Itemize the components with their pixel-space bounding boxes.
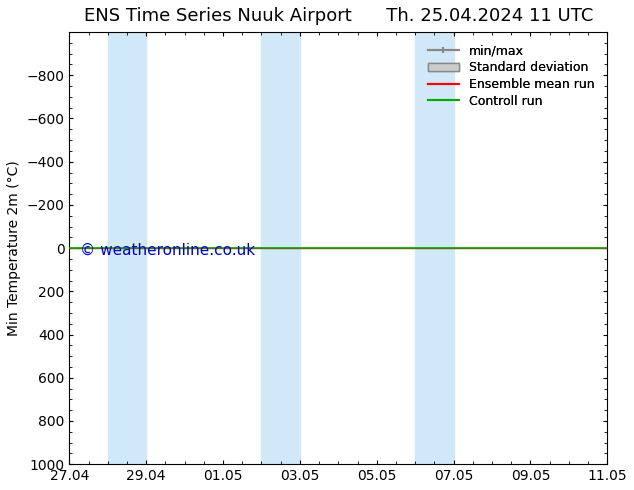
Bar (108, 32, 146, 464)
Legend: min/max, Standard deviation, Ensemble mean run, Controll run: min/max, Standard deviation, Ensemble me… (422, 38, 601, 114)
Y-axis label: Min Temperature 2m (°C): Min Temperature 2m (°C) (7, 160, 21, 336)
Bar (261, 32, 300, 464)
Title: ENS Time Series Nuuk Airport      Th. 25.04.2024 11 UTC: ENS Time Series Nuuk Airport Th. 25.04.2… (84, 7, 593, 25)
Text: © weatheronline.co.uk: © weatheronline.co.uk (80, 243, 256, 258)
Bar (415, 32, 453, 464)
